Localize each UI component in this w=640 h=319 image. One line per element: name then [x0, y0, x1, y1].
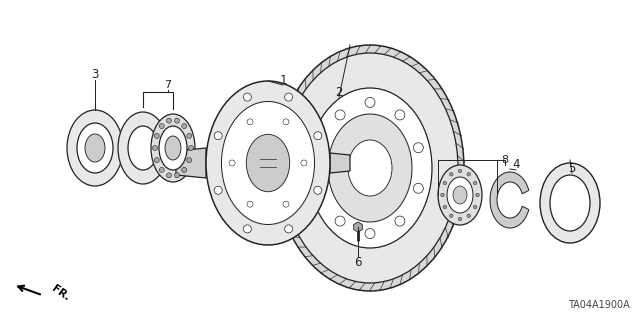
- Circle shape: [247, 119, 253, 125]
- Circle shape: [283, 119, 289, 125]
- Circle shape: [189, 145, 193, 151]
- Circle shape: [413, 183, 423, 193]
- Circle shape: [243, 93, 252, 101]
- Text: 1: 1: [279, 73, 287, 86]
- Circle shape: [449, 172, 453, 176]
- Circle shape: [182, 167, 187, 172]
- Circle shape: [467, 172, 470, 176]
- Circle shape: [152, 145, 157, 151]
- Ellipse shape: [159, 126, 187, 170]
- Circle shape: [159, 123, 164, 129]
- Text: 3: 3: [92, 69, 99, 81]
- Text: 6: 6: [355, 256, 362, 269]
- Circle shape: [443, 205, 447, 209]
- Circle shape: [283, 201, 289, 207]
- Ellipse shape: [221, 101, 314, 225]
- Circle shape: [247, 201, 253, 207]
- Ellipse shape: [85, 134, 105, 162]
- Circle shape: [365, 229, 375, 239]
- Circle shape: [243, 225, 252, 233]
- Circle shape: [458, 217, 462, 221]
- Ellipse shape: [328, 114, 412, 222]
- Circle shape: [214, 186, 222, 194]
- Circle shape: [175, 118, 179, 123]
- Circle shape: [229, 160, 235, 166]
- Circle shape: [175, 173, 179, 178]
- Circle shape: [365, 97, 375, 108]
- Polygon shape: [176, 148, 206, 178]
- Text: 7: 7: [164, 80, 172, 90]
- Circle shape: [314, 132, 322, 140]
- Ellipse shape: [77, 123, 113, 173]
- Circle shape: [395, 110, 405, 120]
- Circle shape: [159, 167, 164, 172]
- Circle shape: [154, 158, 159, 163]
- Ellipse shape: [165, 136, 181, 160]
- Ellipse shape: [540, 163, 600, 243]
- Ellipse shape: [438, 165, 482, 225]
- Ellipse shape: [246, 134, 290, 192]
- Ellipse shape: [67, 110, 123, 186]
- Circle shape: [187, 133, 192, 138]
- Circle shape: [449, 214, 453, 218]
- Circle shape: [441, 193, 444, 197]
- Circle shape: [182, 123, 187, 129]
- Ellipse shape: [348, 140, 392, 196]
- Text: 4: 4: [512, 159, 520, 172]
- Circle shape: [458, 169, 462, 173]
- Ellipse shape: [550, 175, 590, 231]
- Circle shape: [474, 205, 477, 209]
- Circle shape: [395, 216, 405, 226]
- Ellipse shape: [276, 45, 464, 291]
- Polygon shape: [330, 153, 350, 173]
- Ellipse shape: [308, 88, 432, 248]
- Circle shape: [187, 158, 192, 163]
- Text: 8: 8: [501, 155, 509, 165]
- Ellipse shape: [282, 53, 458, 283]
- Text: 5: 5: [568, 161, 576, 174]
- Ellipse shape: [447, 177, 473, 213]
- Circle shape: [154, 133, 159, 138]
- Circle shape: [474, 181, 477, 185]
- Text: 2: 2: [335, 85, 343, 99]
- Ellipse shape: [128, 126, 158, 170]
- Circle shape: [214, 132, 222, 140]
- Circle shape: [476, 193, 479, 197]
- Circle shape: [166, 118, 172, 123]
- Circle shape: [413, 143, 423, 153]
- Circle shape: [335, 216, 345, 226]
- Circle shape: [335, 110, 345, 120]
- Polygon shape: [490, 172, 529, 228]
- Ellipse shape: [118, 112, 168, 184]
- Circle shape: [317, 183, 326, 193]
- Circle shape: [467, 214, 470, 218]
- Circle shape: [314, 186, 322, 194]
- Polygon shape: [354, 222, 362, 232]
- Circle shape: [317, 143, 326, 153]
- Ellipse shape: [151, 114, 195, 182]
- Circle shape: [166, 173, 172, 178]
- Text: FR.: FR.: [50, 283, 72, 303]
- Circle shape: [285, 93, 292, 101]
- Circle shape: [285, 225, 292, 233]
- Ellipse shape: [206, 81, 330, 245]
- Circle shape: [443, 181, 447, 185]
- Circle shape: [301, 160, 307, 166]
- Text: TA04A1900A: TA04A1900A: [568, 300, 630, 310]
- Ellipse shape: [453, 186, 467, 204]
